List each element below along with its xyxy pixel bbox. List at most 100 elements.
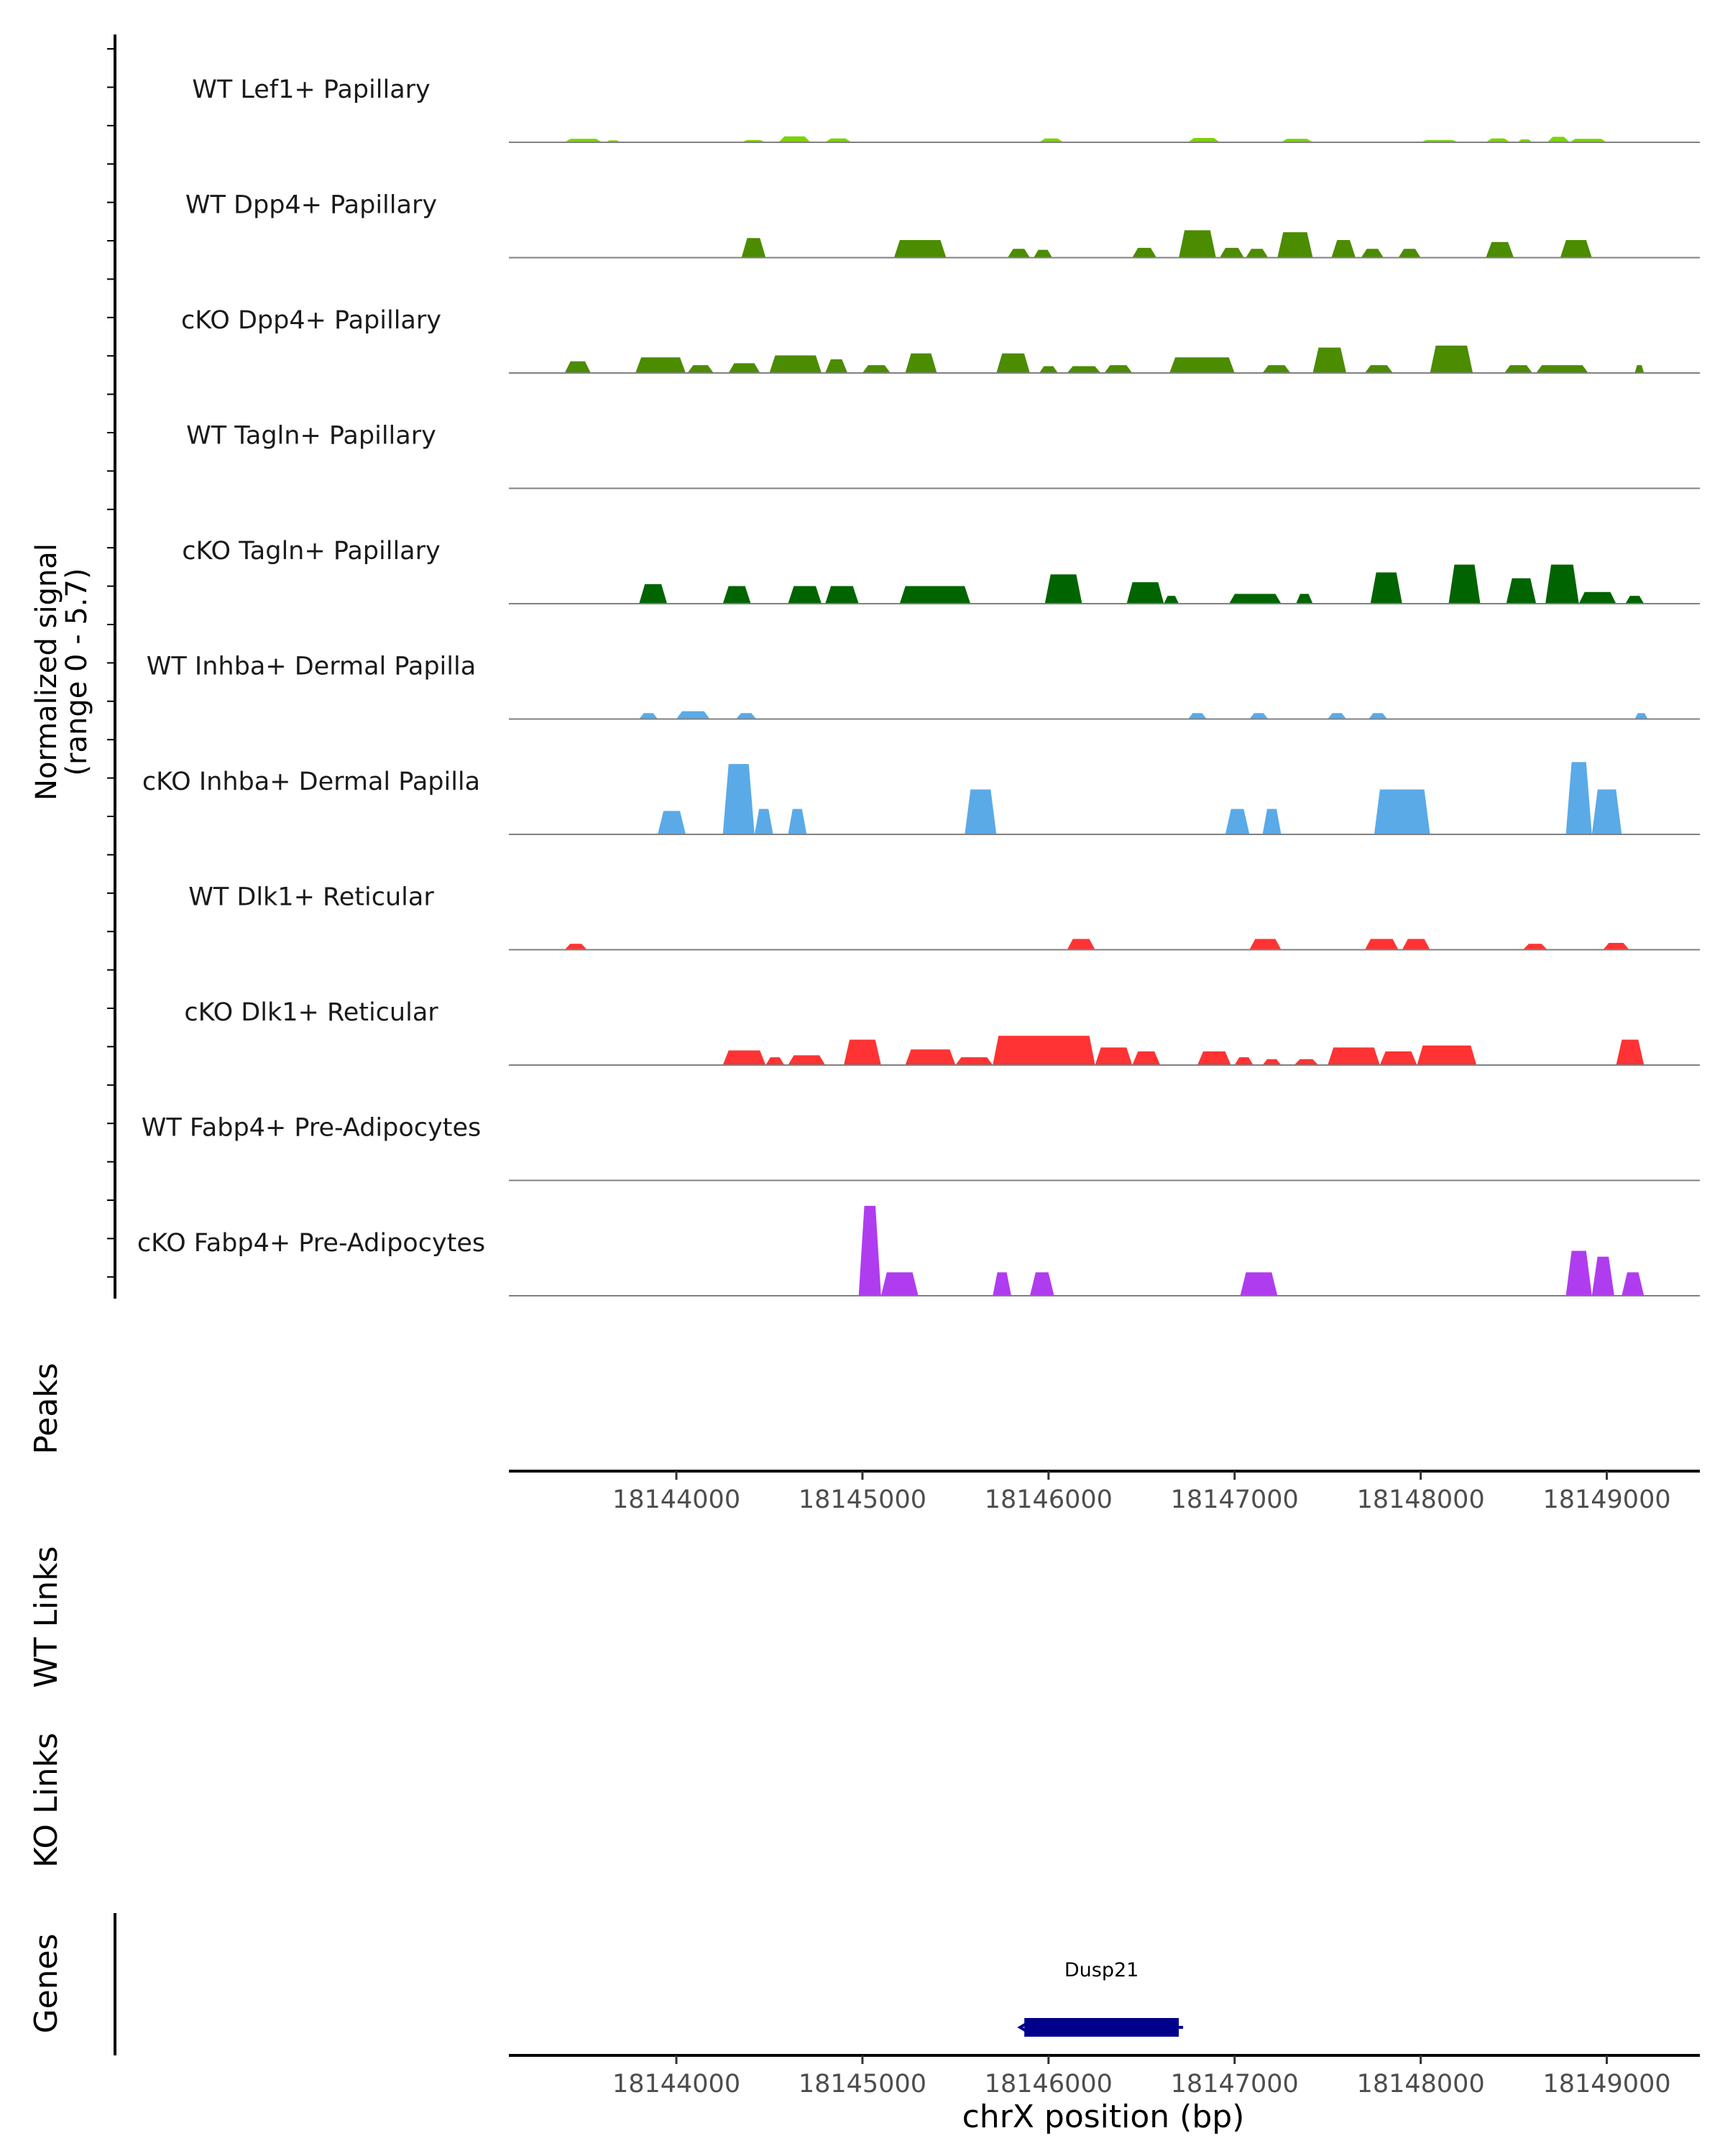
signal-peak (1565, 762, 1592, 834)
signal-peak (858, 1205, 881, 1296)
x-tick-label: 18145000 (799, 2070, 926, 2099)
track-5: cKO Tagln+ Papillary (182, 537, 1700, 604)
track-layer: WT Lef1+ Papillary WT Dpp4+ Papillary cKO … (107, 34, 1700, 1299)
signal-peak (993, 1036, 1095, 1065)
x-tick-label: 18146000 (985, 1485, 1113, 1514)
signal-peak (825, 359, 848, 373)
signal-peak (955, 1057, 993, 1065)
signal-peak (880, 1272, 919, 1296)
track-label: cKO Tagln+ Papillary (182, 537, 441, 566)
signal-peak (722, 1050, 766, 1065)
track-label: WT Fabp4+ Pre-Adipocytes (142, 1114, 481, 1143)
track-3: cKO Dpp4+ Papillary (181, 306, 1700, 374)
signal-peak (722, 586, 751, 604)
signal-peak (1486, 241, 1514, 258)
signal-peak (1132, 247, 1156, 258)
track-4: WT Tagln+ Papillary (186, 422, 1700, 489)
signal-peak (1504, 365, 1532, 373)
signal-peak (1246, 249, 1269, 258)
track-1: WT Lef1+ Papillary (192, 75, 1700, 143)
signal-peak (564, 944, 587, 950)
peaks-panel-label: Peaks (28, 1363, 65, 1454)
signal-peak (687, 365, 714, 373)
track-label: WT Lef1+ Papillary (192, 75, 431, 104)
signal-peak (905, 1049, 956, 1065)
track-10: WT Fabp4+ Pre-Adipocytes (142, 1114, 1700, 1181)
track-2: WT Dpp4+ Papillary (185, 191, 1700, 259)
signal-y-axis-title: Normalized signal (range 0 - 5.7) (30, 543, 93, 801)
track-label: cKO Fabp4+ Pre-Adipocytes (137, 1229, 485, 1258)
track-11: cKO Fabp4+ Pre-Adipocytes (137, 1205, 1700, 1296)
track-label: WT Dpp4+ Papillary (185, 191, 437, 220)
x-axis-title: chrX position (bp) (962, 2099, 1245, 2135)
signal-peak (1277, 232, 1313, 258)
track-8: WT Dlk1+ Reticular (188, 883, 1700, 951)
x-tick-label: 18149000 (1542, 1485, 1670, 1514)
signal-peak (1361, 249, 1384, 258)
signal-peak (1569, 139, 1607, 142)
x-axis-ticks: 18144000 18145000 18146000 18147000 18148000… (612, 1471, 1671, 2099)
signal-peak (844, 1039, 881, 1065)
track-label: WT Inhba+ Dermal Papilla (147, 653, 476, 681)
x-tick-label: 18149000 (1542, 2070, 1670, 2099)
signal-peak (1398, 249, 1421, 258)
signal-peak (1328, 713, 1347, 719)
gene-body (1024, 2018, 1179, 2037)
signal-peak (1622, 1272, 1644, 1296)
signal-peak (1565, 1250, 1592, 1296)
signal-peak (1067, 939, 1095, 950)
signal-peak (676, 711, 710, 719)
signal-peak (1007, 249, 1030, 258)
signal-peak (1430, 345, 1473, 373)
signal-peak (1365, 365, 1393, 373)
signal-peak (1240, 1272, 1278, 1296)
signal-peak (1517, 139, 1532, 142)
x-tick-label: 18144000 (612, 1485, 740, 1514)
signal-peak (741, 238, 766, 258)
signal-peak (754, 808, 773, 834)
signal-peak (1560, 240, 1592, 258)
track-6: WT Inhba+ Dermal Papilla (147, 653, 1700, 720)
signal-peak (1578, 591, 1616, 604)
signal-peak (965, 789, 997, 834)
signal-peak (1591, 789, 1622, 834)
signal-peak (788, 586, 822, 604)
signal-peak (1132, 1051, 1161, 1065)
signal-peak (1188, 713, 1207, 719)
signal-peak (1616, 1039, 1644, 1065)
signal-peak (765, 1057, 785, 1065)
signal-peak (1625, 596, 1644, 604)
x-tick-label: 18148000 (1357, 2070, 1485, 2099)
signal-peak (1179, 230, 1216, 258)
y-axis-subtitle: (range 0 - 5.7) (60, 568, 93, 775)
signal-peak (1506, 578, 1537, 604)
signal-peak (1126, 582, 1164, 604)
signal-peak (1448, 564, 1481, 604)
signal-peak (1374, 789, 1430, 834)
gene-strand-arrow (1017, 2021, 1030, 2034)
signal-peak (1634, 365, 1644, 373)
signal-peak (1164, 596, 1179, 604)
signal-peak (1197, 1051, 1231, 1065)
signal-peak (728, 363, 760, 373)
signal-peak (1379, 1051, 1417, 1065)
signal-peak (639, 713, 658, 719)
signal-peak (1169, 357, 1235, 373)
signal-peak (1262, 808, 1282, 834)
signal-peak (1067, 366, 1101, 373)
signal-peak (1029, 1272, 1054, 1296)
signal-peak (905, 353, 937, 373)
signal-peak (788, 1055, 826, 1065)
signal-peak (1634, 713, 1648, 719)
signal-peak (639, 584, 668, 604)
signal-peak (1039, 366, 1058, 373)
x-tick-label: 18144000 (612, 2070, 740, 2099)
signal-peak (862, 365, 891, 373)
track-label: cKO Inhba+ Dermal Papilla (142, 768, 480, 796)
track-label: WT Dlk1+ Reticular (188, 883, 434, 912)
signal-peak (564, 361, 591, 373)
signal-peak (564, 139, 602, 142)
signal-peak (1104, 365, 1133, 373)
signal-peak (1220, 247, 1244, 258)
